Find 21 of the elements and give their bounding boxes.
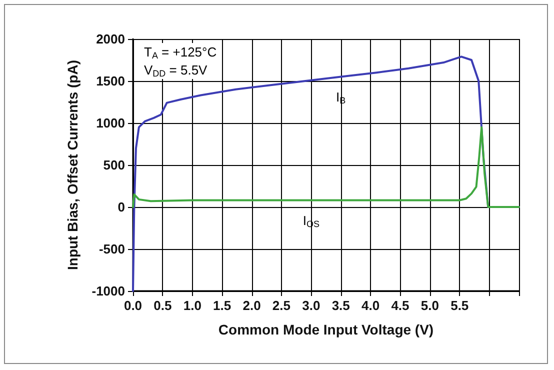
y-tick-label: 2000	[96, 32, 125, 46]
y-tick-label: 500	[103, 158, 125, 172]
x-tick-label: 2.5	[272, 298, 290, 313]
x-tick-label: 0.0	[124, 298, 142, 313]
y-tick-label: 1500	[96, 74, 125, 88]
x-tick-label: 5.5	[450, 298, 469, 313]
x-axis-title: Common Mode Input Voltage (V)	[218, 322, 434, 338]
y-tick-label: -500	[98, 242, 125, 256]
y-axis-title: Input Bias, Offset Currents (pA)	[64, 60, 80, 270]
y-tick-label: -1000	[92, 284, 125, 298]
y-tick-label: 0	[118, 200, 125, 214]
x-tick-label: 5.0	[420, 298, 439, 313]
x-tick-label: 4.0	[362, 298, 380, 313]
x-tick-label: 3.5	[332, 298, 350, 313]
x-tick-label: 1.0	[183, 298, 202, 313]
x-tick-label: 0.5	[154, 298, 172, 313]
x-tick-label: 4.5	[391, 298, 410, 313]
y-tick-label: 1000	[96, 116, 125, 130]
x-tick-label: 1.5	[213, 298, 232, 313]
x-tick-label: 3.0	[302, 298, 320, 313]
x-tick-label: 2.0	[242, 298, 261, 313]
